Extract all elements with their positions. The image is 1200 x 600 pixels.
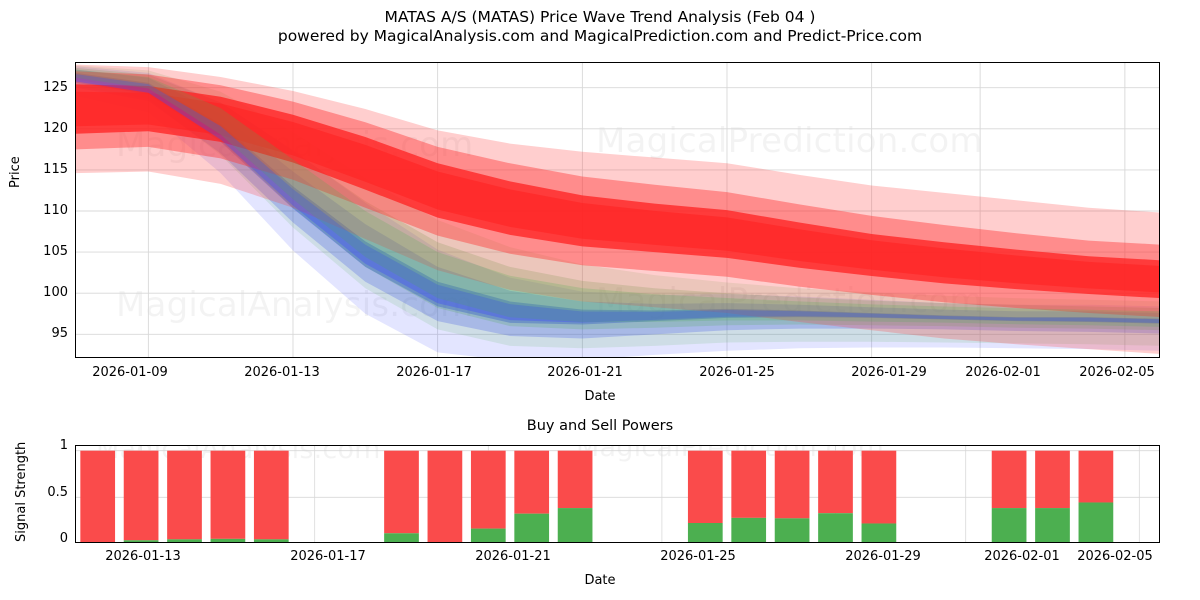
- buy-power-segment: [818, 513, 853, 542]
- signal-bar[interactable]: [774, 450, 810, 543]
- ytick-signal-05: 0.5: [47, 485, 68, 500]
- sell-power-segment: [210, 450, 246, 539]
- ytick-main-110: 110: [43, 203, 68, 218]
- wave-ribbon: [76, 74, 1159, 323]
- buy-power-segment: [557, 508, 593, 542]
- sell-power-segment: [123, 450, 159, 541]
- ytick-main-125: 125: [43, 80, 68, 95]
- buy-power-segment: [731, 517, 767, 542]
- ytick-main-120: 120: [43, 121, 68, 136]
- signal-bar[interactable]: [1035, 450, 1070, 543]
- xtick-signal-3: 2026-01-25: [660, 549, 736, 564]
- sell-power-segment: [991, 450, 1027, 509]
- sell-power-segment: [167, 450, 202, 540]
- wave-band: [76, 72, 1159, 325]
- xtick-signal-4: 2026-01-29: [845, 549, 921, 564]
- xtick-main-4: 2026-01-25: [699, 365, 775, 380]
- price-wave-plot-area: MagicalAnalysis.com MagicalPrediction.co…: [75, 62, 1160, 358]
- buy-power-segment: [514, 513, 550, 542]
- signal-bar[interactable]: [470, 450, 506, 543]
- xlabel-date-main: Date: [584, 389, 616, 404]
- ytick-signal-1: 1: [59, 438, 68, 453]
- sell-power-segment: [427, 450, 463, 542]
- xtick-main-1: 2026-01-13: [244, 365, 320, 380]
- ytick-main-95: 95: [51, 326, 68, 341]
- signal-bar[interactable]: [253, 450, 289, 543]
- xtick-main-6: 2026-02-01: [965, 365, 1041, 380]
- signal-bar[interactable]: [514, 450, 550, 543]
- sell-power-segment: [470, 450, 506, 529]
- sell-power-segment: [253, 450, 289, 540]
- xtick-signal-5: 2026-02-01: [984, 549, 1060, 564]
- signal-plot-area: MagicalAnalysis.com MagicalPrediction.co…: [75, 445, 1160, 543]
- ytick-main-115: 115: [43, 162, 68, 177]
- sell-power-segment: [80, 450, 116, 542]
- buy-power-segment: [861, 523, 897, 542]
- sell-power-segment: [731, 450, 767, 518]
- signal-chart-title: Buy and Sell Powers: [526, 418, 674, 434]
- xtick-signal-2: 2026-01-21: [475, 549, 551, 564]
- signal-bar[interactable]: [818, 450, 853, 543]
- signal-bar[interactable]: [731, 450, 767, 543]
- signal-bar[interactable]: [687, 450, 723, 543]
- buy-power-segment: [167, 539, 202, 542]
- sell-power-segment: [1078, 450, 1114, 503]
- buy-power-segment: [210, 538, 246, 542]
- sell-power-segment: [818, 450, 853, 514]
- signal-bar[interactable]: [167, 450, 202, 543]
- ytick-main-105: 105: [43, 244, 68, 259]
- ytick-main-100: 100: [43, 285, 68, 300]
- signal-bar[interactable]: [861, 450, 897, 543]
- signal-bar[interactable]: [991, 450, 1027, 543]
- ylabel-signal-strength: Signal Strength: [14, 441, 29, 542]
- sell-power-segment: [557, 450, 593, 509]
- xtick-main-3: 2026-01-21: [547, 365, 623, 380]
- buy-power-segment: [123, 540, 159, 542]
- signal-bars-svg: [76, 446, 1159, 543]
- ylabel-price: Price: [8, 156, 23, 188]
- xtick-main-7: 2026-02-05: [1079, 365, 1155, 380]
- sell-power-segment: [774, 450, 810, 519]
- signal-bar[interactable]: [210, 450, 246, 543]
- page-title: MATAS A/S (MATAS) Price Wave Trend Analy…: [384, 8, 816, 26]
- price-wave-svg: [76, 63, 1159, 357]
- buy-power-segment: [1078, 502, 1114, 542]
- signal-bar[interactable]: [123, 450, 159, 543]
- sell-power-segment: [514, 450, 550, 514]
- page-subtitle: powered by MagicalAnalysis.com and Magic…: [277, 27, 923, 45]
- sell-power-segment: [687, 450, 723, 523]
- signal-bar[interactable]: [427, 450, 463, 543]
- ytick-signal-0: 0: [59, 531, 68, 546]
- xtick-signal-1: 2026-01-17: [290, 549, 366, 564]
- xtick-signal-0: 2026-01-13: [105, 549, 181, 564]
- buy-power-segment: [1035, 508, 1070, 542]
- sell-power-segment: [1035, 450, 1070, 509]
- signal-bar[interactable]: [384, 450, 419, 543]
- wave-band: [76, 66, 1159, 357]
- signal-bar[interactable]: [1078, 450, 1114, 543]
- buy-power-segment: [991, 508, 1027, 542]
- signal-bar[interactable]: [557, 450, 593, 543]
- xtick-main-2: 2026-01-17: [396, 365, 472, 380]
- wave-ribbon: [76, 69, 1159, 327]
- xtick-signal-6: 2026-02-05: [1077, 549, 1153, 564]
- xlabel-date-signal: Date: [584, 573, 616, 588]
- title-block: MATAS A/S (MATAS) Price Wave Trend Analy…: [0, 8, 1200, 46]
- xtick-main-0: 2026-01-09: [92, 365, 168, 380]
- sell-power-segment: [861, 450, 897, 524]
- buy-power-segment: [774, 518, 810, 542]
- buy-power-segment: [470, 528, 506, 542]
- wave-ribbon: [76, 91, 1159, 293]
- buy-power-segment: [687, 523, 723, 542]
- buy-power-segment: [384, 533, 419, 542]
- xtick-main-5: 2026-01-29: [851, 365, 927, 380]
- signal-bar[interactable]: [80, 450, 116, 543]
- buy-power-segment: [253, 539, 289, 542]
- sell-power-segment: [384, 450, 419, 534]
